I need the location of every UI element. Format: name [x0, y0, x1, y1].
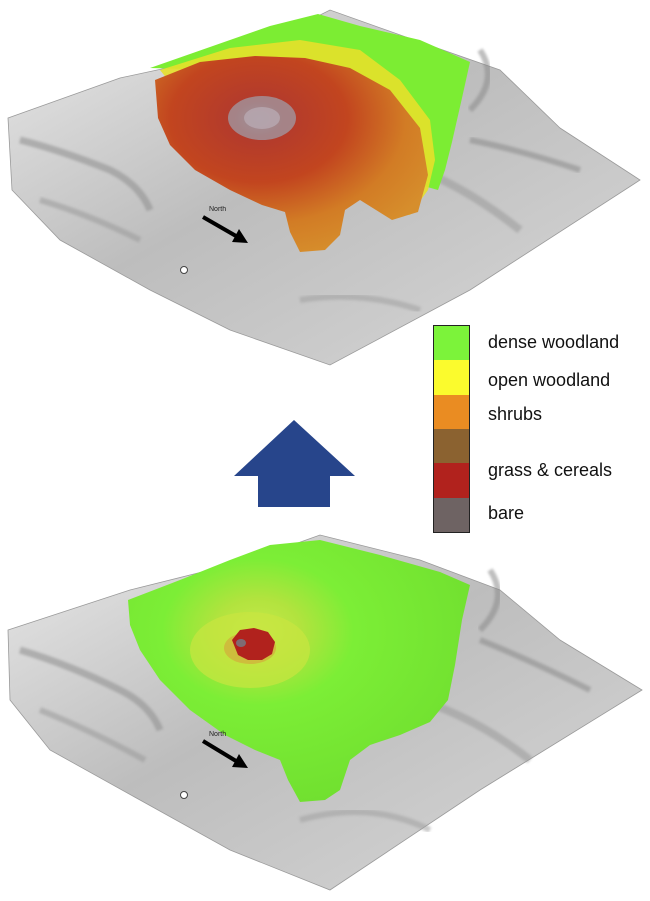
- top-north-arrow: North: [202, 206, 248, 243]
- bottom-location-marker: [180, 791, 188, 799]
- legend-label-grass-cereals: grass & cereals: [488, 460, 613, 480]
- legend-swatch-bare-ground: [434, 497, 469, 532]
- legend-label-bare: bare: [488, 503, 525, 523]
- top-location-marker: [180, 266, 188, 274]
- legend-swatch-shrubs: [434, 394, 469, 429]
- legend-swatch-column: [433, 325, 470, 533]
- top-terrain-shading: [19, 48, 581, 313]
- legend-label-open-woodland: open woodland: [488, 370, 611, 390]
- legend-swatch-bare: [434, 463, 469, 498]
- legend-swatch-open-woodland: [434, 360, 469, 395]
- bottom-terrain-shading: [18, 568, 592, 833]
- legend: dense woodland open woodland shrubs gras…: [433, 325, 648, 535]
- legend-swatch-dense-woodland: [434, 326, 469, 361]
- top-map: North: [7, 9, 641, 366]
- up-arrow-icon: [234, 420, 355, 507]
- bottom-north-arrow: North: [201, 731, 248, 768]
- legend-label-shrubs: shrubs: [488, 404, 543, 424]
- bottom-bare-patch: [232, 628, 275, 660]
- legend-swatch-grass-cereals: [434, 428, 469, 464]
- top-degraded-area: [155, 56, 428, 252]
- bottom-north-label: North: [209, 731, 226, 738]
- legend-label-dense-woodland: dense woodland: [488, 332, 620, 352]
- bottom-map: North: [7, 534, 643, 891]
- top-north-label: North: [209, 206, 226, 213]
